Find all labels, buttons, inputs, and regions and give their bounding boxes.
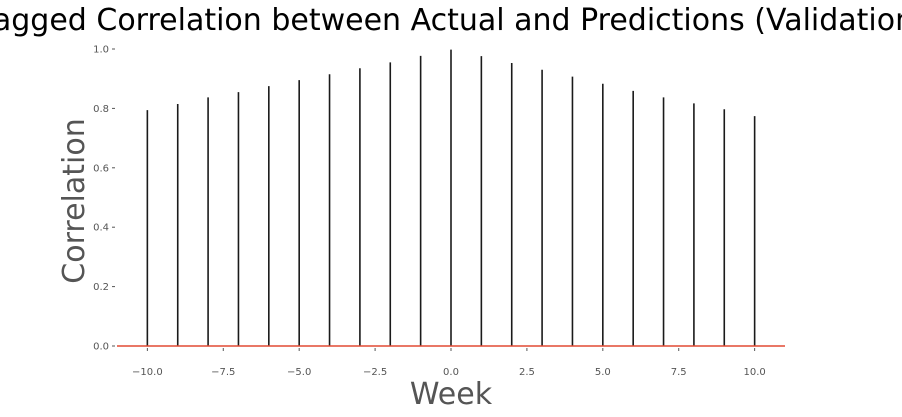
x-tick-label: −10.0 [132,367,163,378]
stem-series [146,49,756,346]
x-tick-label: 5.0 [595,367,611,378]
chart-title: Lagged Correlation between Actual and Pr… [0,3,902,38]
x-tick-label: 0.0 [443,367,459,378]
y-tick-label: 0.4 [93,223,109,234]
x-tick-label: 7.5 [671,367,687,378]
x-axis-label: Week [410,377,493,412]
x-tick-label: 2.5 [519,367,535,378]
x-tick-label: −2.5 [363,367,387,378]
x-axis: −10.0 −7.5 −5.0 −2.5 0.0 2.5 5.0 7.5 10.0 [132,348,766,378]
plot-area: 0.0 0.2 0.4 0.6 0.8 1.0 −10.0 −7.5 −5.0 −2.5 0.0 2… [93,45,785,378]
y-axis: 0.0 0.2 0.4 0.6 0.8 1.0 [93,45,115,353]
x-tick-label: −7.5 [211,367,235,378]
y-tick-label: 0.6 [93,163,109,174]
x-tick-label: 10.0 [744,367,766,378]
y-tick-label: 1.0 [93,45,109,56]
y-tick-label: 0.8 [93,104,109,115]
x-tick-label: −5.0 [287,367,311,378]
y-axis-label: Correlation [57,118,92,283]
y-tick-label: 0.2 [93,282,109,293]
y-tick-label: 0.0 [93,342,109,353]
